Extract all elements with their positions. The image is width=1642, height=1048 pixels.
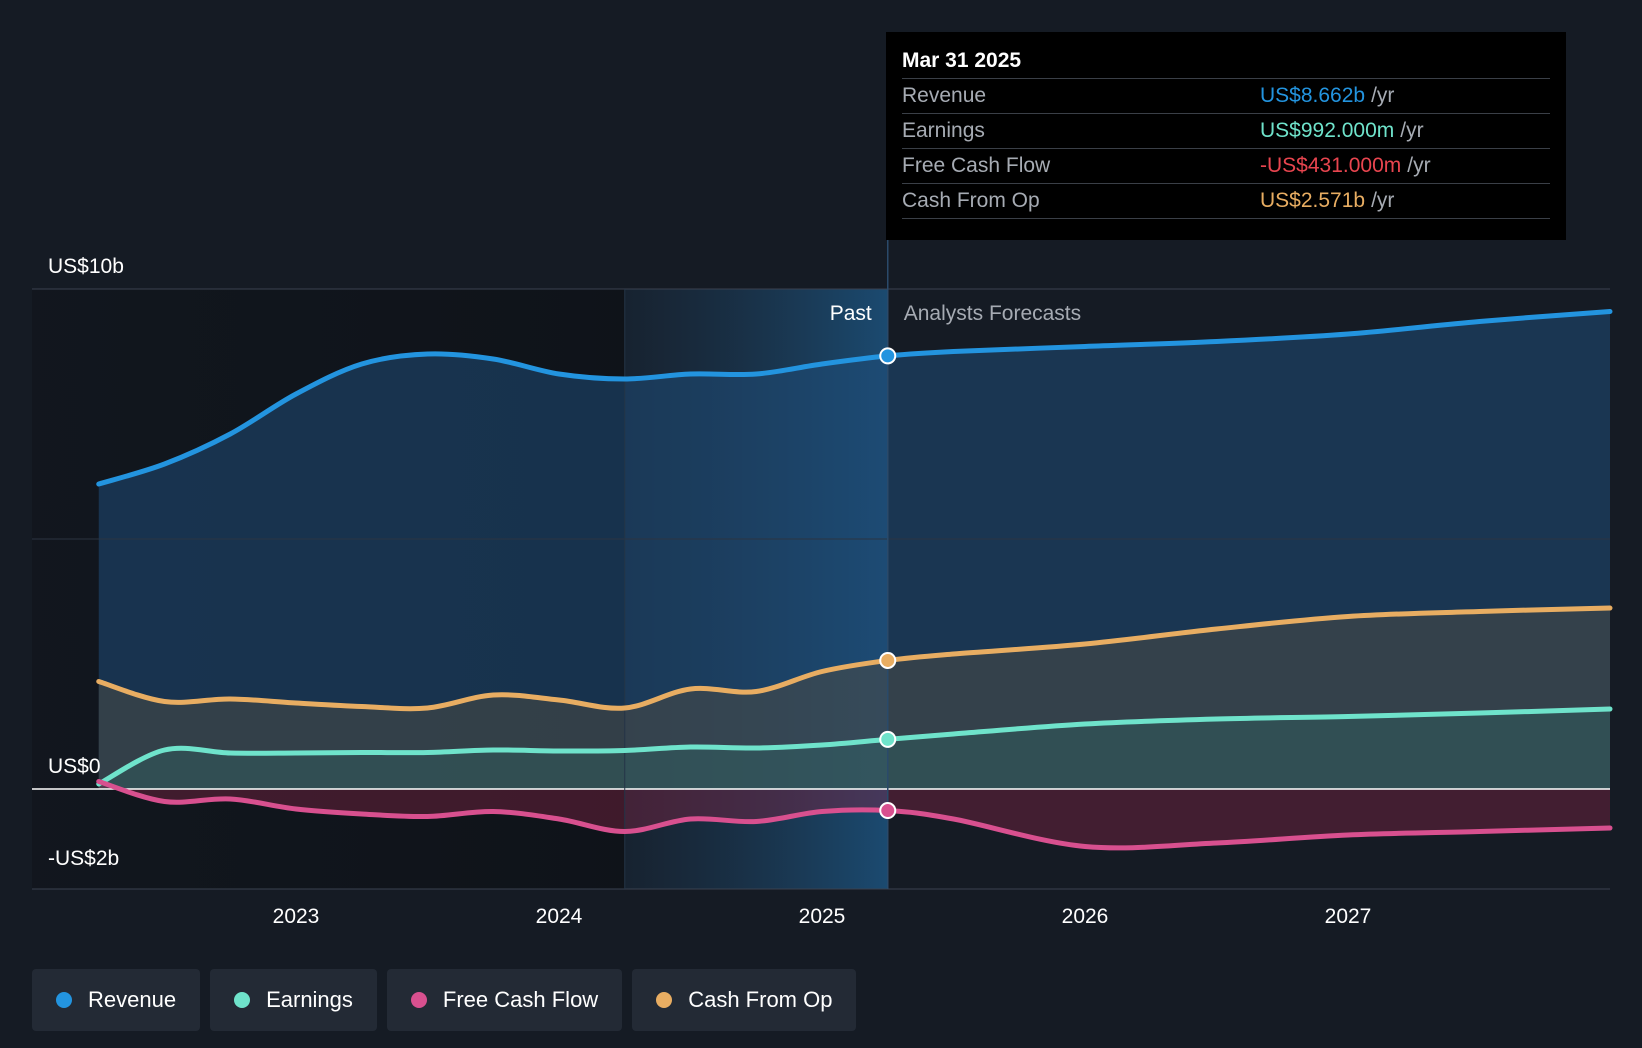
- forecast-label: Analysts Forecasts: [904, 302, 1081, 325]
- x-tick-label: 2027: [1325, 905, 1372, 928]
- tooltip-unit: /yr: [1407, 154, 1431, 177]
- chart-legend: Revenue Earnings Free Cash Flow Cash Fro…: [32, 969, 857, 1031]
- tooltip-panel: Mar 31 2025 Revenue US$8.662b /yr Earnin…: [886, 32, 1566, 240]
- legend-label: Free Cash Flow: [442, 987, 599, 1012]
- marker-revenue: [879, 347, 897, 365]
- y-label-top: US$10b: [48, 255, 124, 278]
- x-tick-label: 2024: [536, 905, 583, 928]
- tooltip-label: Revenue: [902, 84, 987, 107]
- tooltip-unit: /yr: [1371, 189, 1395, 212]
- tooltip-row-cash-from-op: Cash From Op US$2.571b /yr: [902, 184, 1550, 219]
- tooltip-value: US$992.000m: [1260, 119, 1395, 142]
- area-cash-from-op: [98, 608, 1610, 789]
- tooltip-value: -US$431.000m: [1260, 154, 1402, 177]
- legend-label: Earnings: [266, 987, 353, 1012]
- area-free-cash-flow: [98, 781, 1610, 848]
- marker-earnings: [879, 730, 897, 748]
- legend-label: Cash From Op: [688, 987, 833, 1012]
- tooltip-label: Free Cash Flow: [902, 154, 1051, 177]
- tooltip-row-earnings: Earnings US$992.000m /yr: [902, 114, 1550, 149]
- legend-dot-icon: [56, 992, 72, 1008]
- y-label-zero: US$0: [48, 755, 101, 778]
- tooltip-row-free-cash-flow: Free Cash Flow -US$431.000m /yr: [902, 149, 1550, 184]
- tooltip-row-revenue: Revenue US$8.662b /yr: [902, 79, 1550, 114]
- legend-item-cash-from-op[interactable]: Cash From Op: [632, 969, 857, 1031]
- series-line-free-cash-flow: [96, 779, 1613, 851]
- financial-chart: US$10b US$0 -US$2b 2023 2024 2025 2026 2027 Past…: [32, 240, 1613, 928]
- past-label: Past: [830, 302, 872, 325]
- tooltip-unit: /yr: [1400, 119, 1424, 142]
- legend-item-free-cash-flow[interactable]: Free Cash Flow: [386, 969, 623, 1031]
- x-tick-label: 2023: [273, 905, 320, 928]
- tooltip-unit: /yr: [1371, 84, 1395, 107]
- tooltip-value: US$2.571b: [1260, 189, 1366, 212]
- marker-free-cash-flow: [879, 802, 897, 820]
- legend-item-earnings[interactable]: Earnings: [210, 969, 377, 1031]
- x-tick-label: 2026: [1062, 905, 1109, 928]
- legend-dot-icon: [410, 992, 427, 1008]
- x-tick-label: 2025: [799, 905, 846, 928]
- tooltip-date: Mar 31 2025: [902, 46, 1550, 79]
- tooltip-value: US$8.662b: [1260, 84, 1366, 107]
- tooltip-label: Cash From Op: [902, 189, 1040, 212]
- legend-dot-icon: [656, 992, 673, 1008]
- area-earnings: [98, 709, 1610, 789]
- series-line-cash-from-op: [96, 605, 1613, 712]
- tooltip-label: Earnings: [902, 119, 985, 142]
- series-line-earnings: [96, 706, 1613, 787]
- legend-dot-icon: [234, 992, 251, 1008]
- y-label-bottom: -US$2b: [48, 847, 119, 870]
- series-line-revenue: [96, 309, 1613, 487]
- marker-cash-from-op: [879, 651, 897, 669]
- legend-item-revenue[interactable]: Revenue: [32, 969, 201, 1031]
- legend-label: Revenue: [88, 987, 177, 1012]
